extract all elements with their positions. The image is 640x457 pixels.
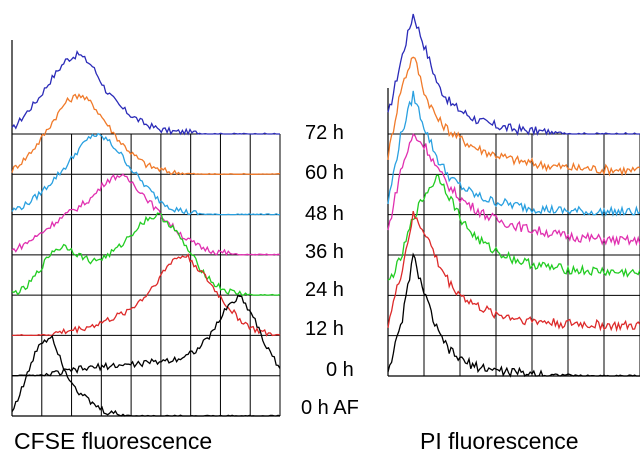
- time-label-0h: 0 h: [326, 359, 354, 381]
- cfse-trace-36-h: [11, 173, 281, 257]
- time-label-0h-af: 0 h AF: [301, 397, 359, 419]
- time-label-12h: 12 h: [305, 318, 344, 340]
- cfse-trace-0-h: [12, 294, 281, 377]
- cfse-trace-48-h: [11, 132, 280, 216]
- time-label-60h: 60 h: [305, 162, 344, 184]
- time-label-24h: 24 h: [305, 279, 344, 301]
- pi-trace-48-h: [387, 90, 640, 217]
- cfse-trace-60-h: [11, 93, 281, 176]
- time-label-72h: 72 h: [305, 122, 344, 144]
- cfse-trace-72-h: [11, 50, 280, 136]
- cfse-x-axis-label: CFSE fluorescence: [14, 428, 212, 454]
- pi-histogram-panel: [387, 13, 640, 378]
- cfse-trace-24-h: [11, 212, 281, 296]
- time-label-48h: 48 h: [305, 203, 344, 225]
- pi-x-axis-label: PI fluorescence: [420, 428, 579, 454]
- pi-trace-24-h: [387, 174, 640, 281]
- cfse-trace-0-h-af: [11, 334, 281, 417]
- pi-trace-60-h: [387, 56, 640, 177]
- time-point-labels: 72 h 60 h 48 h 36 h 24 h 12 h 0 h 0 h AF: [301, 122, 359, 419]
- cfse-histogram-panel: [11, 40, 281, 417]
- cfse-trace-12-h: [12, 253, 281, 337]
- pi-trace-36-h: [387, 133, 640, 247]
- pi-trace-0-h: [387, 252, 640, 378]
- time-label-36h: 36 h: [305, 241, 344, 263]
- pi-trace-72-h: [387, 13, 640, 137]
- pi-trace-12-h: [387, 210, 640, 333]
